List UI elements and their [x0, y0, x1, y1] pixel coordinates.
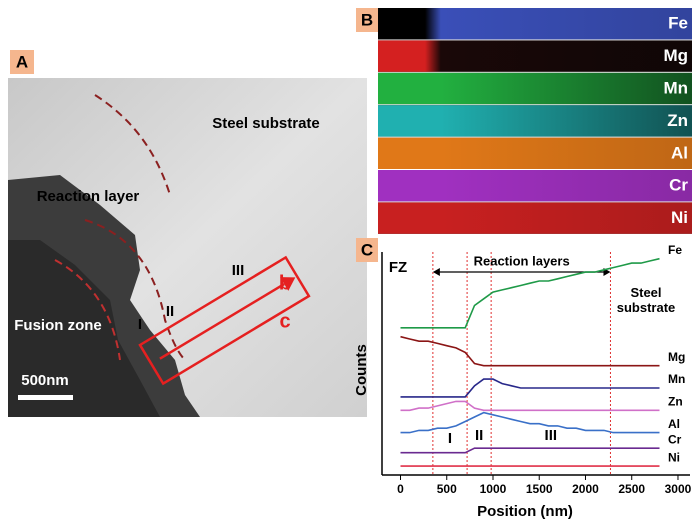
annotation: III [545, 427, 558, 444]
map-label: Mg [663, 46, 688, 65]
series-label: Al [668, 417, 680, 431]
x-tick-label: 0 [397, 482, 404, 496]
eds-map [378, 105, 692, 136]
eds-map [378, 202, 692, 233]
series-label: Cr [668, 432, 682, 446]
annotation: Steel substrate [212, 115, 320, 132]
map-label: Cr [669, 176, 688, 195]
map-label: Ni [671, 208, 688, 227]
map-label: Mn [663, 78, 688, 97]
annotation: Reaction layers [474, 253, 570, 268]
x-tick-label: 2500 [618, 482, 645, 496]
annotation: Reaction layer [37, 188, 140, 205]
x-tick-label: 1500 [526, 482, 553, 496]
map-label: Fe [668, 14, 688, 33]
series-line [401, 337, 660, 366]
series-line [401, 379, 660, 397]
annotation: II [166, 303, 174, 320]
panel-label: B [361, 10, 373, 29]
series-label: Ni [668, 450, 680, 464]
map-label: Zn [667, 111, 688, 130]
x-tick-label: 3000 [665, 482, 692, 496]
figure: A Steel substrate Reaction layer Fusion … [0, 0, 696, 522]
x-tick-label: 2000 [572, 482, 599, 496]
x-tick-label: 1000 [480, 482, 507, 496]
annotation: Steel substrate [606, 285, 686, 315]
series-label: Mg [668, 350, 685, 364]
annotation: Fusion zone [14, 317, 102, 334]
scale-bar-label: 500nm [21, 372, 69, 389]
series-line [401, 401, 660, 410]
series-label: Fe [668, 243, 682, 257]
panel-label: C [361, 240, 373, 259]
annotation: I [138, 316, 142, 333]
eds-map [378, 170, 692, 201]
x-tick-label: 500 [437, 482, 457, 496]
annotation: b [279, 272, 291, 294]
series-line [401, 448, 660, 453]
x-axis-label: Position (nm) [477, 503, 573, 520]
eds-map [378, 8, 692, 39]
series-label: Mn [668, 372, 685, 386]
figure-canvas: A Steel substrate Reaction layer Fusion … [0, 0, 696, 522]
annotation: c [279, 310, 290, 332]
map-label: Al [671, 143, 688, 162]
series-label: Zn [668, 395, 683, 409]
panel-label: A [16, 52, 28, 71]
annotation: I [448, 430, 452, 447]
y-axis-label: Counts [353, 344, 370, 396]
eds-map [378, 73, 692, 104]
series-line [401, 413, 660, 433]
eds-map [378, 40, 692, 71]
annotation: III [232, 262, 245, 279]
annotation: FZ [389, 259, 407, 276]
arrow-head [433, 268, 440, 276]
eds-map [378, 138, 692, 169]
scale-bar [18, 395, 73, 400]
annotation: II [475, 427, 483, 444]
